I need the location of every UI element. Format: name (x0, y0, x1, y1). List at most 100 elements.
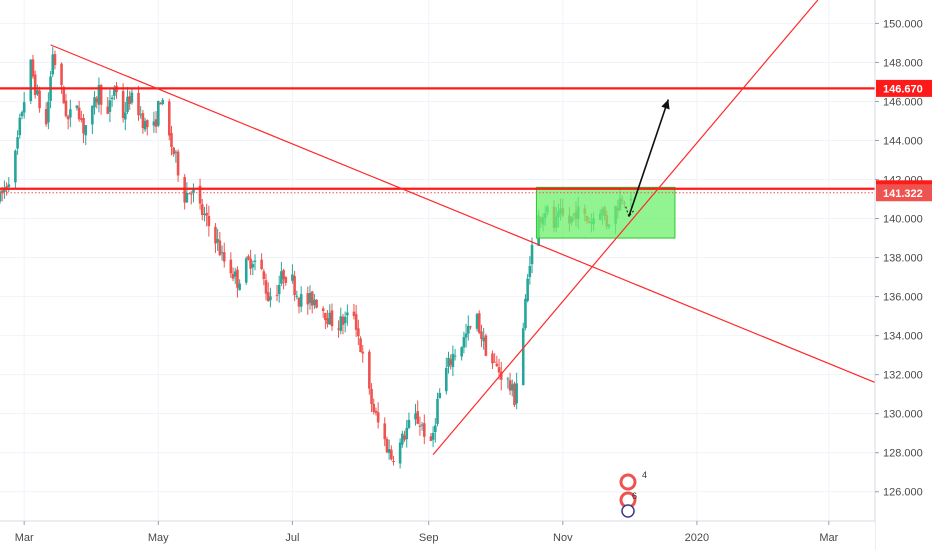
candle-body (152, 121, 156, 126)
candle-body (51, 54, 55, 75)
arrow-head (661, 99, 670, 110)
candle-body (185, 192, 189, 203)
candle-body (293, 275, 296, 296)
candle-body (3, 187, 6, 193)
candle-body (18, 117, 22, 136)
logo-ring-top (619, 473, 637, 491)
candle-body (416, 411, 420, 424)
candle-body (346, 312, 349, 316)
candle-body (82, 118, 85, 134)
candle-body (434, 425, 437, 433)
candle-body (238, 283, 241, 291)
ascending-trendline[interactable] (432, 0, 819, 456)
candle-body (370, 388, 373, 404)
candle-body (205, 212, 208, 216)
candle-body (513, 383, 516, 406)
candle-body (438, 392, 441, 399)
candle-body (414, 413, 417, 420)
price-tick-label: 126.000 (883, 487, 923, 499)
candle-body (418, 425, 422, 427)
candle-body (5, 186, 8, 188)
candle-body (203, 214, 206, 216)
candle-body (495, 363, 499, 367)
candle-body (306, 293, 310, 305)
time-tick-label: Nov (553, 532, 573, 544)
candle-body (253, 260, 257, 262)
candle-body (515, 383, 518, 404)
price-label-box[interactable] (876, 79, 932, 97)
candle-body (343, 316, 347, 324)
candle-body (93, 97, 96, 108)
candle-body (36, 90, 39, 95)
candle-body (145, 120, 149, 128)
projection-arrow[interactable] (625, 99, 670, 218)
candle-body (275, 294, 279, 296)
price-axis[interactable]: 126.000 128.000 130.000 132.000 134.000 136.0… (874, 0, 932, 550)
candle-body (480, 331, 483, 340)
candle-body (280, 271, 283, 284)
time-tick-label: May (148, 532, 169, 544)
candle-body (423, 423, 426, 437)
candle-body (44, 109, 48, 125)
candle-body (189, 193, 193, 195)
candle-body (80, 118, 83, 120)
flag-icon (621, 504, 635, 518)
candle-body (222, 252, 226, 262)
price-label-box[interactable] (876, 184, 932, 202)
candle-body (174, 151, 178, 153)
candle-body (231, 273, 235, 279)
candle-body (66, 116, 70, 120)
time-tick-label: Jul (285, 532, 299, 544)
candle-body (436, 398, 439, 424)
candle-body (405, 427, 409, 440)
candle-body (62, 87, 66, 104)
candle-body (407, 419, 411, 428)
candle-body (282, 270, 285, 280)
candle-body (361, 351, 365, 354)
candle-body (236, 269, 239, 288)
candle-body (528, 265, 532, 277)
descending-trendline[interactable] (50, 44, 876, 384)
candle-body (297, 297, 301, 307)
candle-body (326, 318, 329, 325)
time-tick-label: Mar (15, 532, 34, 544)
candle-body (368, 351, 371, 389)
grid-lines (0, 0, 875, 521)
time-axis[interactable]: Mar May Jul Sep Nov 2020 Mar (0, 520, 875, 550)
candle-body (143, 120, 147, 130)
time-tick-label: 2020 (685, 532, 709, 544)
candle-body (75, 105, 79, 108)
candle-body (510, 384, 514, 391)
candle-body (508, 380, 512, 391)
candle-body (262, 271, 266, 279)
candle-body (475, 314, 479, 329)
candle-body (387, 449, 391, 453)
candle-body (491, 353, 494, 364)
candle-body (244, 258, 248, 283)
candle-body (84, 125, 88, 136)
price-tick-label: 148.000 (883, 57, 923, 69)
candle-body (154, 119, 158, 127)
consolidation-zone[interactable] (535, 186, 676, 239)
trend-drawings[interactable] (0, 0, 876, 456)
candle-body (499, 371, 503, 380)
candle-body (321, 308, 325, 312)
candle-body (172, 147, 175, 155)
candle-body (121, 90, 125, 119)
candle-body (137, 92, 140, 116)
candle-body (0, 190, 4, 194)
candle-body (310, 291, 314, 306)
candle-body (20, 112, 24, 117)
candle-body (108, 100, 112, 112)
candle-body (128, 96, 132, 104)
price-tick-label: 132.000 (883, 370, 923, 382)
candle-body (524, 298, 527, 328)
projection-path[interactable] (628, 99, 670, 217)
price-tick-label: 138.000 (883, 253, 923, 265)
candle-body (233, 271, 237, 277)
candle-body (124, 112, 127, 120)
candle-body (207, 215, 211, 227)
candle-body (530, 244, 534, 265)
